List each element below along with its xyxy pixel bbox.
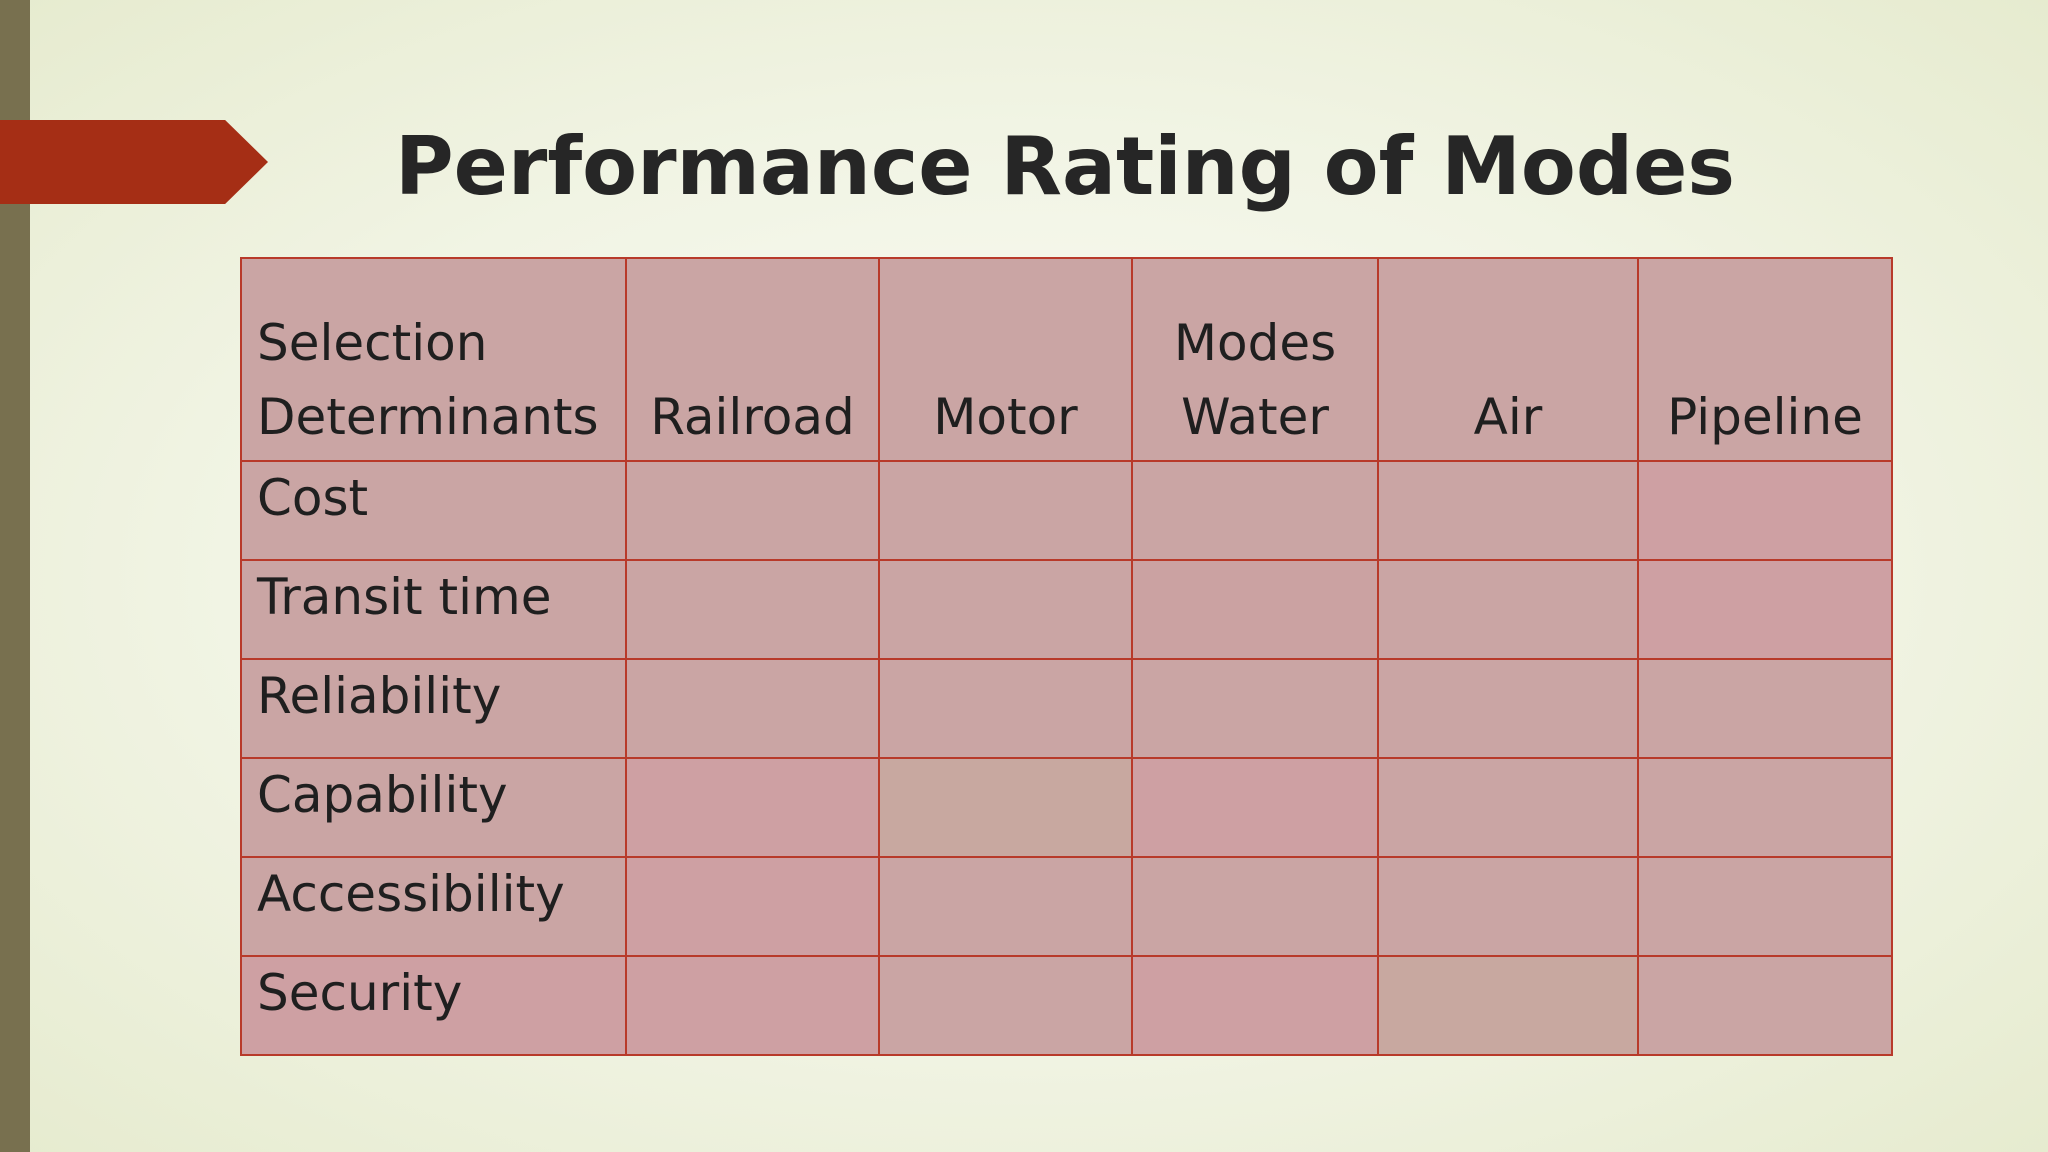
header-modes-label: Modes [1173, 314, 1337, 372]
table-cell [878, 460, 1133, 561]
table-cell [1131, 955, 1379, 1056]
table-cell [1377, 856, 1639, 957]
table-cell [1131, 460, 1379, 561]
table-cell [1131, 856, 1379, 957]
table-cell [878, 757, 1133, 858]
header-selection-determinants: Selection Determinants [240, 257, 627, 462]
row-label: Capability [240, 757, 627, 858]
table-cell [1131, 757, 1379, 858]
table-cell [1637, 856, 1893, 957]
table-row: Reliability [240, 658, 1893, 759]
table-cell [878, 658, 1133, 759]
table-cell [625, 856, 880, 957]
table-row: Transit time [240, 559, 1893, 660]
table-cell [1637, 757, 1893, 858]
header-motor: Motor [878, 257, 1133, 462]
table-cell [625, 955, 880, 1056]
table-cell [1637, 955, 1893, 1056]
table-row: Capability [240, 757, 1893, 858]
row-label: Cost [240, 460, 627, 561]
table-cell [625, 460, 880, 561]
table-cell [625, 658, 880, 759]
table-cell [1637, 559, 1893, 660]
table-cell [1377, 460, 1639, 561]
table-cell [625, 757, 880, 858]
table-cell [1377, 559, 1639, 660]
table-cell [1131, 559, 1379, 660]
row-label: Accessibility [240, 856, 627, 957]
table-cell [878, 955, 1133, 1056]
table-row: Security [240, 955, 1893, 1056]
table-cell [1637, 460, 1893, 561]
table-cell [1131, 658, 1379, 759]
slide-title: Performance Rating of Modes [394, 120, 1736, 213]
table-cell [878, 856, 1133, 957]
row-label: Transit time [240, 559, 627, 660]
performance-rating-table: Selection Determinants Railroad Motor Mod… [240, 257, 1893, 1056]
header-air: Air [1377, 257, 1639, 462]
header-pipeline: Pipeline [1637, 257, 1893, 462]
table-header-row: Selection Determinants Railroad Motor Mod… [240, 257, 1893, 462]
title-arrow-shape [0, 120, 268, 204]
header-water: Modes Water [1131, 257, 1379, 462]
table-cell [878, 559, 1133, 660]
header-determinants-line1: Selection [257, 314, 488, 372]
table-row: Accessibility [240, 856, 1893, 957]
table-cell [1637, 658, 1893, 759]
row-label: Security [240, 955, 627, 1056]
table-cell [1377, 955, 1639, 1056]
row-label: Reliability [240, 658, 627, 759]
header-water-label: Water [1181, 388, 1329, 446]
header-railroad: Railroad [625, 257, 880, 462]
header-determinants-line2: Determinants [257, 388, 599, 446]
table-cell [1377, 757, 1639, 858]
table-cell [625, 559, 880, 660]
table-row: Cost [240, 460, 1893, 561]
table-cell [1377, 658, 1639, 759]
